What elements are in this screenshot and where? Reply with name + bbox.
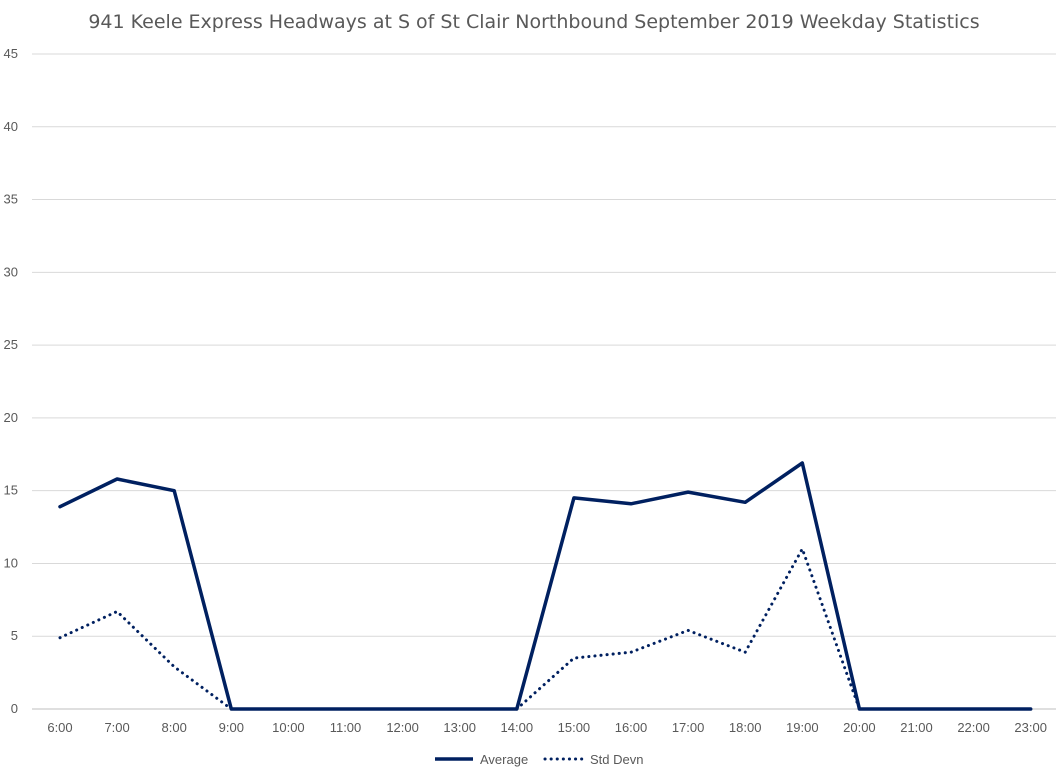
y-tick-label: 5 <box>11 628 18 643</box>
x-tick-label: 21:00 <box>900 720 933 735</box>
x-tick-label: 8:00 <box>162 720 187 735</box>
y-tick-label: 40 <box>4 119 18 134</box>
x-tick-label: 16:00 <box>615 720 648 735</box>
y-tick-label: 45 <box>4 46 18 61</box>
x-tick-label: 19:00 <box>786 720 819 735</box>
x-tick-label: 12:00 <box>386 720 419 735</box>
y-tick-label: 25 <box>4 337 18 352</box>
y-tick-label: 0 <box>11 701 18 716</box>
legend: Average Std Devn <box>435 752 643 767</box>
x-tick-label: 14:00 <box>501 720 534 735</box>
x-tick-label: 9:00 <box>219 720 244 735</box>
gridlines <box>32 53 1056 710</box>
x-tick-label: 18:00 <box>729 720 762 735</box>
y-axis-ticks: 0 5 10 15 20 25 30 35 40 45 <box>4 46 18 716</box>
series-line-std-devn <box>58 547 861 711</box>
x-tick-label: 7:00 <box>104 720 129 735</box>
x-tick-label: 22:00 <box>957 720 990 735</box>
x-tick-label: 20:00 <box>843 720 876 735</box>
x-tick-label: 15:00 <box>558 720 591 735</box>
legend-label: Average <box>480 752 528 767</box>
y-tick-label: 35 <box>4 192 18 207</box>
x-tick-label: 23:00 <box>1014 720 1047 735</box>
x-tick-label: 10:00 <box>272 720 305 735</box>
legend-label: Std Devn <box>590 752 643 767</box>
y-tick-label: 10 <box>4 555 18 570</box>
x-tick-label: 6:00 <box>47 720 72 735</box>
chart-title: 941 Keele Express Headways at S of St Cl… <box>88 11 979 33</box>
x-tick-label: 11:00 <box>330 720 362 735</box>
x-axis-ticks: 6:00 7:00 8:00 9:00 10:00 11:00 12:00 13:00 14:0… <box>47 720 1047 735</box>
y-tick-label: 30 <box>4 264 18 279</box>
x-tick-label: 13:00 <box>443 720 476 735</box>
y-tick-label: 20 <box>4 410 18 425</box>
series-line-average <box>58 461 1033 711</box>
y-tick-label: 15 <box>4 483 18 498</box>
series-lines <box>58 461 1033 711</box>
x-tick-label: 17:00 <box>672 720 705 735</box>
